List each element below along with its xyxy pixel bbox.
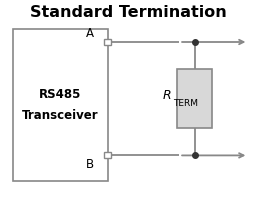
Text: Transceiver: Transceiver	[22, 109, 99, 122]
Bar	[177, 69, 212, 128]
Bar	[104, 152, 111, 158]
Text: TERM: TERM	[173, 100, 198, 108]
Text: Standard Termination: Standard Termination	[30, 5, 226, 20]
Text: A: A	[86, 27, 94, 40]
Bar	[104, 39, 111, 45]
Text: B: B	[86, 158, 94, 171]
Bar	[13, 29, 108, 181]
Text: RS485: RS485	[39, 88, 81, 101]
Text: R: R	[163, 89, 172, 102]
